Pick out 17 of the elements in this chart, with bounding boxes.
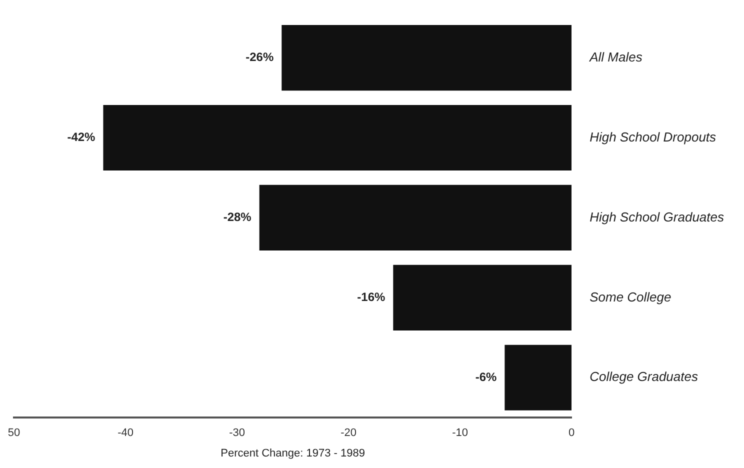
- data-label: -16%: [357, 290, 386, 304]
- y-tick-label: All Males: [588, 49, 643, 64]
- x-tick-label: -40: [118, 427, 134, 440]
- x-tick-label: 50: [8, 427, 20, 440]
- y-tick-label: Some College: [590, 289, 672, 304]
- y-tick-label: High School Graduates: [590, 209, 724, 224]
- data-label: -28%: [223, 210, 252, 224]
- x-tick-label: 0: [568, 427, 575, 440]
- x-tick-label: -20: [340, 427, 357, 440]
- y-tick-label: High School Dropouts: [590, 129, 717, 144]
- y-tick-label: College Graduates: [590, 369, 698, 384]
- data-label: -42%: [67, 130, 96, 144]
- x-tick-label: -10: [452, 427, 468, 440]
- x-axis-title: Percent Change: 1973 - 1989: [220, 447, 365, 460]
- data-label: -26%: [246, 50, 274, 64]
- data-label: -6%: [475, 370, 498, 384]
- x-tick-label: -30: [229, 427, 245, 440]
